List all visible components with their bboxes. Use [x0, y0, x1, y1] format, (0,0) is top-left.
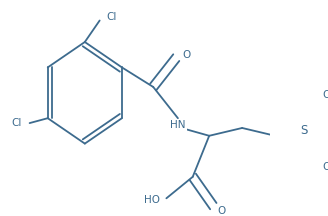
Text: O: O	[323, 90, 328, 100]
Text: O: O	[183, 50, 191, 60]
Text: Cl: Cl	[106, 12, 117, 22]
Text: O: O	[323, 162, 328, 172]
Text: O: O	[217, 206, 226, 216]
Text: HO: HO	[144, 195, 160, 205]
Text: S: S	[300, 124, 308, 137]
Text: HN: HN	[170, 120, 186, 130]
Text: Cl: Cl	[11, 118, 21, 128]
